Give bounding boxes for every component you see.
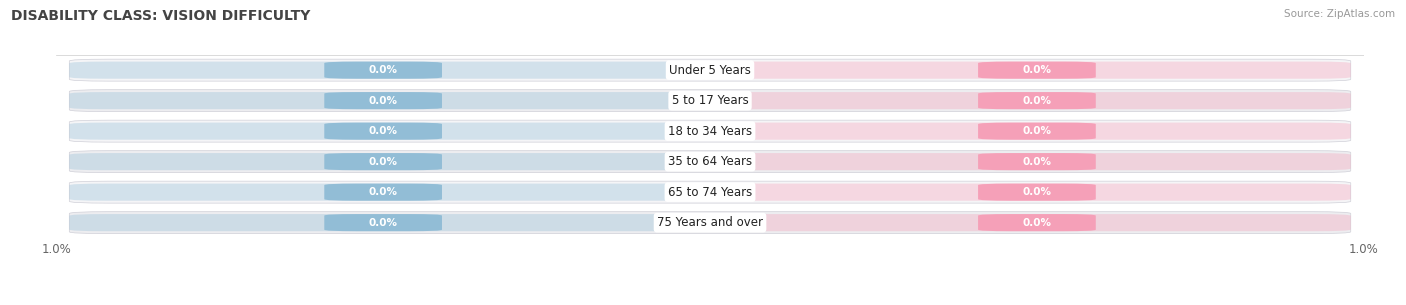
Text: 0.0%: 0.0% bbox=[368, 218, 398, 228]
FancyBboxPatch shape bbox=[710, 123, 1351, 140]
Text: 0.0%: 0.0% bbox=[1022, 96, 1052, 106]
FancyBboxPatch shape bbox=[710, 92, 1351, 109]
Text: 75 Years and over: 75 Years and over bbox=[657, 216, 763, 229]
FancyBboxPatch shape bbox=[69, 214, 710, 231]
Text: Under 5 Years: Under 5 Years bbox=[669, 64, 751, 77]
Text: 0.0%: 0.0% bbox=[1022, 187, 1052, 197]
FancyBboxPatch shape bbox=[69, 153, 710, 170]
FancyBboxPatch shape bbox=[979, 153, 1095, 170]
Text: 0.0%: 0.0% bbox=[368, 126, 398, 136]
Text: 0.0%: 0.0% bbox=[1022, 218, 1052, 228]
FancyBboxPatch shape bbox=[710, 214, 1351, 231]
Text: 0.0%: 0.0% bbox=[1022, 157, 1052, 167]
FancyBboxPatch shape bbox=[979, 123, 1095, 140]
FancyBboxPatch shape bbox=[979, 214, 1095, 231]
FancyBboxPatch shape bbox=[69, 92, 710, 109]
Text: 0.0%: 0.0% bbox=[1022, 65, 1052, 75]
FancyBboxPatch shape bbox=[69, 120, 1351, 142]
FancyBboxPatch shape bbox=[325, 92, 441, 109]
Text: 5 to 17 Years: 5 to 17 Years bbox=[672, 94, 748, 107]
Text: 0.0%: 0.0% bbox=[1022, 126, 1052, 136]
FancyBboxPatch shape bbox=[325, 123, 441, 140]
Text: 0.0%: 0.0% bbox=[368, 187, 398, 197]
FancyBboxPatch shape bbox=[69, 212, 1351, 234]
FancyBboxPatch shape bbox=[710, 184, 1351, 201]
Text: 0.0%: 0.0% bbox=[368, 96, 398, 106]
FancyBboxPatch shape bbox=[325, 214, 441, 231]
Text: 0.0%: 0.0% bbox=[368, 157, 398, 167]
FancyBboxPatch shape bbox=[69, 59, 1351, 81]
FancyBboxPatch shape bbox=[979, 92, 1095, 109]
Text: 0.0%: 0.0% bbox=[368, 65, 398, 75]
Text: 18 to 34 Years: 18 to 34 Years bbox=[668, 125, 752, 138]
FancyBboxPatch shape bbox=[69, 184, 710, 201]
Text: Source: ZipAtlas.com: Source: ZipAtlas.com bbox=[1284, 9, 1395, 19]
Text: 65 to 74 Years: 65 to 74 Years bbox=[668, 186, 752, 199]
FancyBboxPatch shape bbox=[979, 184, 1095, 201]
FancyBboxPatch shape bbox=[69, 181, 1351, 203]
FancyBboxPatch shape bbox=[69, 62, 710, 79]
FancyBboxPatch shape bbox=[710, 62, 1351, 79]
FancyBboxPatch shape bbox=[325, 153, 441, 170]
FancyBboxPatch shape bbox=[69, 90, 1351, 112]
Text: DISABILITY CLASS: VISION DIFFICULTY: DISABILITY CLASS: VISION DIFFICULTY bbox=[11, 9, 311, 23]
FancyBboxPatch shape bbox=[69, 151, 1351, 173]
Text: 35 to 64 Years: 35 to 64 Years bbox=[668, 155, 752, 168]
FancyBboxPatch shape bbox=[69, 123, 710, 140]
FancyBboxPatch shape bbox=[325, 62, 441, 79]
FancyBboxPatch shape bbox=[710, 153, 1351, 170]
FancyBboxPatch shape bbox=[325, 184, 441, 201]
FancyBboxPatch shape bbox=[979, 62, 1095, 79]
